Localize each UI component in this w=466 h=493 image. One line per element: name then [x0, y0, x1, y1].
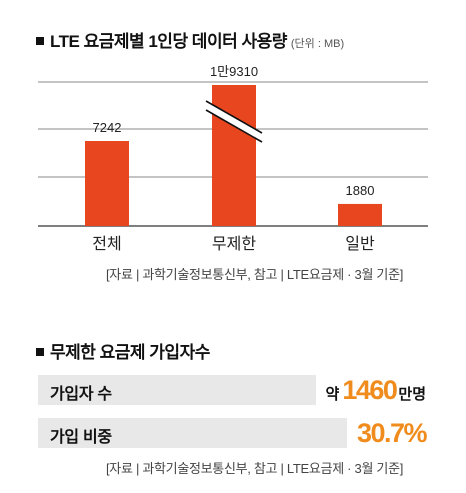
- data-label: 1880: [346, 183, 375, 198]
- bar: [85, 141, 129, 226]
- stat-value-box: 약 1460 만명: [315, 371, 428, 409]
- stat-label: 가입자 수: [50, 386, 112, 403]
- subscriber-section-title-text: 무제한 요금제 가입자수: [50, 343, 210, 362]
- chart-title-text: LTE 요금제별 1인당 데이터 사용량: [50, 32, 287, 51]
- source-note: [자료 | 과학기술정보통신부, 참고 | LTE요금제 · 3월 기준]: [106, 461, 404, 476]
- stat-suffix: 만명: [398, 386, 426, 403]
- stat-row-share: 가입 비중 30.7%: [38, 414, 428, 452]
- chart-title: LTE 요금제별 1인당 데이터 사용량 (단위 : MB): [36, 27, 344, 52]
- square-bullet-icon: [36, 347, 44, 356]
- axis-break-line: [205, 109, 263, 143]
- bar: [212, 85, 256, 226]
- bar: [338, 203, 382, 226]
- stat-label: 가입 비중: [50, 429, 112, 446]
- stat-value-box: 30.7%: [346, 414, 428, 452]
- stat-value: 30.7%: [356, 418, 428, 448]
- axis-break-line: [205, 100, 263, 134]
- square-bullet-icon: [36, 36, 44, 45]
- source-note: [자료 | 과학기술정보통신부, 참고 | LTE요금제 · 3월 기준]: [106, 267, 404, 282]
- bar-chart: 7242 전체 1만9310 무제한 1880 일반: [38, 64, 428, 253]
- subscriber-section-title: 무제한 요금제 가입자수: [36, 338, 210, 363]
- category-label: 일반: [345, 235, 375, 253]
- stat-row-subscribers: 가입자 수 약 1460 만명: [38, 371, 428, 409]
- data-label: 1만9310: [210, 64, 258, 79]
- stat-value: 1460: [342, 375, 398, 405]
- unit-label: (단위 : MB): [290, 38, 345, 50]
- category-label: 무제한: [212, 235, 256, 253]
- axis-break-gap: [206, 101, 262, 142]
- data-label: 7242: [93, 120, 122, 135]
- category-label: 전체: [92, 235, 121, 253]
- stat-prefix: 약: [325, 386, 340, 403]
